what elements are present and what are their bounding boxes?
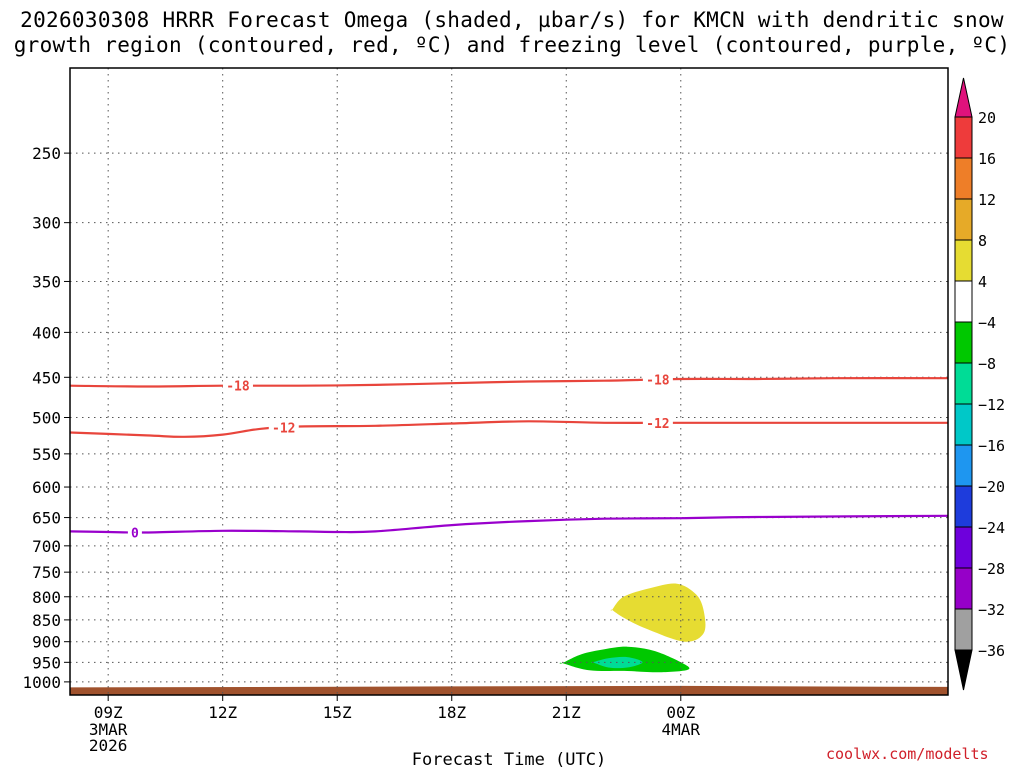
y-tick-label-750: 750	[32, 563, 61, 582]
ground-terrain	[70, 685, 948, 695]
y-tick-label-1000: 1000	[22, 673, 61, 692]
colorbar-bin-3	[954, 239, 973, 282]
contour-label-bg-1-1	[642, 415, 673, 430]
chart-title-line-2: growth region (contoured, red, ºC) and f…	[13, 33, 1011, 57]
colorbar-tick-label-3: 8	[978, 232, 987, 250]
y-tick-label-550: 550	[32, 445, 61, 464]
gridlines	[70, 68, 948, 695]
x-tick-label-21Z: 21Z	[552, 703, 581, 722]
x-tick-label-18Z: 18Z	[437, 703, 466, 722]
y-tick-label-350: 350	[32, 272, 61, 291]
contour-label-1-0: -12	[272, 421, 295, 436]
colorbar-under-arrow	[954, 649, 973, 691]
colorbar-bin-7	[954, 403, 973, 446]
contour-label-bg-2-0	[127, 525, 142, 540]
colorbar-bin-10	[954, 526, 973, 569]
y-tick-label-650: 650	[32, 509, 61, 528]
x-tick-label-12Z: 12Z	[208, 703, 237, 722]
colorbar-bin-2	[954, 198, 973, 241]
colorbar-tick-label-9: −20	[978, 478, 1005, 496]
x-tick-label-09Z: 09Z	[94, 703, 123, 722]
colorbar-bin-11	[954, 567, 973, 610]
contour-layer: -18 -18 -12 -12 0	[69, 372, 949, 541]
contour-label-2-0: 0	[131, 526, 139, 541]
source-credit[interactable]: coolwx.com/modelts	[826, 745, 989, 763]
colorbar-tick-label-13: −36	[978, 642, 1005, 660]
contour-0	[69, 377, 949, 388]
contour-label-bg-0-1	[642, 372, 673, 387]
colorbar-tick-label-5: −4	[978, 314, 996, 332]
colorbar-tick-label-0: 20	[978, 109, 996, 127]
colorbar-tick-label-6: −8	[978, 355, 996, 373]
omega-region-0	[610, 583, 706, 642]
y-axis-pressure: 250 300 350 400 450 500 550 600 650 700 750 800 850 9…	[22, 144, 70, 692]
colorbar-tick-label-2: 12	[978, 191, 996, 209]
x-tick-sublabel-09Z-1: 2026	[89, 736, 128, 755]
y-tick-label-800: 800	[32, 588, 61, 607]
colorbar-over-arrow	[954, 77, 973, 118]
y-tick-label-950: 950	[32, 653, 61, 672]
colorbar-tick-label-10: −24	[978, 519, 1005, 537]
colorbar-tick-label-1: 16	[978, 150, 996, 168]
colorbar-bin-9	[954, 485, 973, 528]
contour-label-0-0: -18	[226, 380, 250, 395]
y-tick-label-700: 700	[32, 537, 61, 556]
colorbar-bin-12	[954, 608, 973, 651]
omega-shading-layer	[559, 583, 706, 673]
colorbar: 20 16 12 8 4 −4 −8 −12 −16 −20 −24 −28 −32 −36	[954, 77, 1005, 691]
colorbar-bin-4	[954, 280, 973, 323]
colorbar-tick-label-4: 4	[978, 273, 987, 291]
y-tick-label-600: 600	[32, 478, 61, 497]
chart-title-line-1: 2026030308 HRRR Forecast Omega (shaded, …	[20, 8, 1004, 32]
colorbar-tick-label-7: −12	[978, 396, 1005, 414]
contour-2	[69, 514, 949, 534]
y-tick-label-900: 900	[32, 633, 61, 652]
contour-label-bg-0-0	[222, 378, 253, 393]
colorbar-tick-label-8: −16	[978, 437, 1005, 455]
colorbar-tick-label-11: −28	[978, 560, 1005, 578]
x-axis-label: Forecast Time (UTC)	[412, 750, 606, 768]
x-tick-label-00Z: 00Z	[666, 703, 695, 722]
y-tick-label-850: 850	[32, 611, 61, 630]
colorbar-bin-6	[954, 362, 973, 405]
colorbar-tick-label-12: −32	[978, 601, 1005, 619]
contour-1	[69, 420, 948, 438]
y-tick-label-250: 250	[32, 144, 61, 163]
y-tick-label-500: 500	[32, 408, 61, 427]
ground-layer	[70, 685, 948, 695]
x-tick-sublabel-00Z-0: 4MAR	[662, 720, 701, 739]
colorbar-bin-0	[954, 116, 973, 159]
contour-label-0-1: -18	[646, 374, 670, 389]
y-tick-label-450: 450	[32, 368, 61, 387]
y-tick-label-300: 300	[32, 214, 61, 233]
colorbar-bin-5	[954, 321, 973, 364]
contour-label-bg-1-0	[268, 420, 299, 435]
colorbar-bin-1	[954, 157, 973, 200]
plot-frame	[69, 67, 949, 696]
colorbar-bin-8	[954, 444, 973, 487]
x-tick-label-15Z: 15Z	[323, 703, 352, 722]
contour-label-1-1: -12	[646, 417, 669, 432]
x-tick-sublabel-09Z-0: 3MAR	[89, 720, 128, 739]
y-tick-label-400: 400	[32, 323, 61, 342]
